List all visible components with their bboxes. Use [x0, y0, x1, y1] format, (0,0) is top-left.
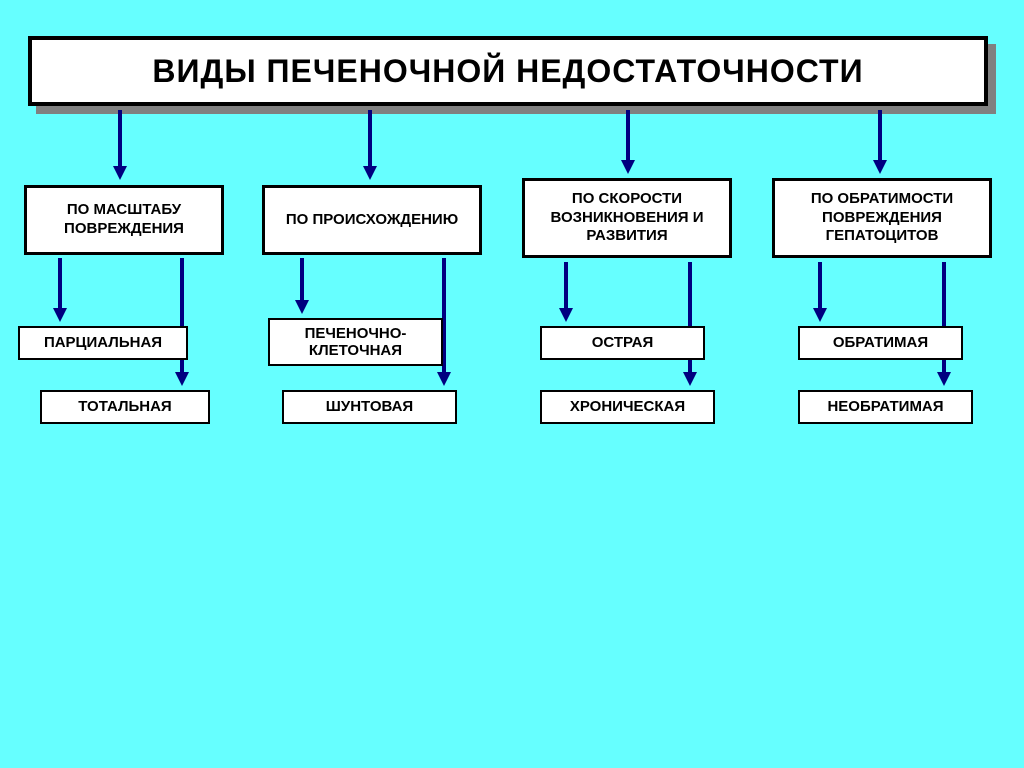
category-box: ПО МАСШТАБУ ПОВРЕЖДЕНИЯ: [24, 185, 224, 255]
arrow-head-icon: [683, 372, 697, 386]
arrow-head-icon: [363, 166, 377, 180]
arrow-head-icon: [53, 308, 67, 322]
item-box: ПЕЧЕНОЧНО-КЛЕТОЧНАЯ: [268, 318, 443, 366]
arrow-head-icon: [937, 372, 951, 386]
category-box: ПО ПРОИСХОЖДЕНИЮ: [262, 185, 482, 255]
arrow-head-icon: [113, 166, 127, 180]
arrow-head-icon: [437, 372, 451, 386]
arrow-head-icon: [295, 300, 309, 314]
arrow-head-icon: [873, 160, 887, 174]
arrow-line: [564, 262, 568, 310]
arrow-line: [368, 110, 372, 168]
item-box: ХРОНИЧЕСКАЯ: [540, 390, 715, 424]
category-box: ПО ОБРАТИМОСТИ ПОВРЕЖДЕНИЯ ГЕПАТОЦИТОВ: [772, 178, 992, 258]
item-box: НЕОБРАТИМАЯ: [798, 390, 973, 424]
arrow-line: [300, 258, 304, 302]
item-box: ОСТРАЯ: [540, 326, 705, 360]
arrow-head-icon: [559, 308, 573, 322]
arrow-line: [878, 110, 882, 162]
item-box: ОБРАТИМАЯ: [798, 326, 963, 360]
item-box: ШУНТОВАЯ: [282, 390, 457, 424]
arrow-line: [818, 262, 822, 310]
category-box: ПО СКОРОСТИ ВОЗНИКНОВЕНИЯ И РАЗВИТИЯ: [522, 178, 732, 258]
arrow-head-icon: [813, 308, 827, 322]
arrow-line: [626, 110, 630, 162]
arrow-head-icon: [175, 372, 189, 386]
item-box: ТОТАЛЬНАЯ: [40, 390, 210, 424]
arrow-line: [118, 110, 122, 168]
item-box: ПАРЦИАЛЬНАЯ: [18, 326, 188, 360]
diagram-title: ВИДЫ ПЕЧЕНОЧНОЙ НЕДОСТАТОЧНОСТИ: [28, 36, 988, 106]
arrow-head-icon: [621, 160, 635, 174]
arrow-line: [58, 258, 62, 310]
